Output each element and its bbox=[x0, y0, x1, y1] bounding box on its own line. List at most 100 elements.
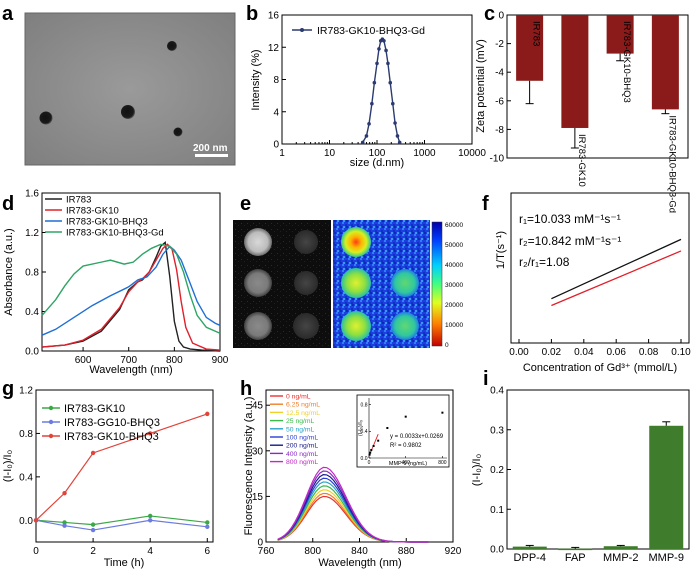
nanoparticle bbox=[167, 41, 177, 51]
absorbance-series-line bbox=[41, 243, 221, 334]
panel-c-letter: c bbox=[484, 3, 495, 25]
inset-x-tick-label: 800 bbox=[438, 460, 447, 466]
time-series-point bbox=[33, 518, 39, 523]
panel-a-letter: a bbox=[2, 3, 14, 25]
y-tick-label: 0.0 bbox=[25, 347, 39, 358]
colorbar bbox=[431, 221, 443, 347]
y-tick-label: 0 bbox=[273, 140, 279, 151]
x-axis-label: Time (h) bbox=[104, 557, 145, 569]
legend-label: 12.5 ng/mL bbox=[286, 410, 320, 417]
y-tick-label: 0 bbox=[498, 11, 504, 22]
y-tick-label: 0.0 bbox=[19, 516, 33, 527]
x-axis-label: size (d.nm) bbox=[350, 157, 404, 169]
x-tick-label: 0.02 bbox=[542, 347, 562, 358]
y-tick-label: -4 bbox=[495, 68, 504, 79]
x-tick-label: 600 bbox=[75, 355, 92, 366]
legend-label: 100 ng/mL bbox=[286, 435, 318, 442]
dls-point bbox=[388, 80, 393, 85]
pseudocolor-sample-spot bbox=[341, 227, 371, 257]
time-series-point bbox=[205, 411, 210, 417]
mri-sample-spot bbox=[244, 228, 272, 256]
dls-point bbox=[397, 140, 402, 145]
panel-e-letter: e bbox=[240, 193, 251, 215]
panel-i-letter: i bbox=[483, 368, 489, 390]
x-tick-label: 4 bbox=[147, 546, 153, 557]
y-tick-label: 0.8 bbox=[25, 268, 39, 279]
dls-point bbox=[377, 47, 381, 51]
panel-c: c 0 -2 -4 -6 -8 -10 IR783 IR783-GK10 IR783-GK10… bbox=[475, 3, 689, 213]
y-axis-label: 1/T(s⁻¹) bbox=[495, 231, 507, 269]
mri-sample-spot bbox=[293, 313, 319, 339]
y-axis-label: (I-I₀)/I₀ bbox=[2, 450, 14, 482]
panel-b: b 1 10 100 1000 10000 0 4 8 12 16 IR783-GK10-BHQ3… bbox=[246, 3, 486, 169]
x-tick-label: 920 bbox=[445, 546, 462, 557]
x-axis-label: Wavelength (nm) bbox=[89, 364, 172, 376]
fluorescence-spectrum-line bbox=[277, 470, 429, 543]
colorbar-tick-label: 10000 bbox=[445, 322, 463, 329]
panel-f-letter: f bbox=[482, 193, 489, 215]
time-series-point bbox=[90, 450, 96, 456]
inset-data-point bbox=[370, 449, 373, 451]
time-series-point bbox=[62, 490, 67, 496]
panel-g-plot-frame bbox=[35, 389, 214, 543]
inset-r2: R² = 0.9802 bbox=[390, 443, 422, 449]
x-tick-label: 0.06 bbox=[606, 347, 626, 358]
inset-y-label: (I-I₀)/I₀ bbox=[358, 420, 364, 436]
pseudocolor-sample-spot bbox=[341, 268, 371, 298]
zeta-bar bbox=[606, 15, 634, 54]
y-tick-label: 1.2 bbox=[19, 386, 33, 397]
time-series-line bbox=[35, 413, 208, 521]
legend-label: 6.25 ng/mL bbox=[286, 402, 320, 409]
inset-y-tick-label: 0.8 bbox=[361, 402, 368, 408]
dls-point bbox=[360, 140, 365, 145]
inset-data-point bbox=[372, 445, 375, 447]
dls-series-line bbox=[362, 38, 401, 143]
x-tick-label: 1 bbox=[279, 148, 285, 159]
inset-equation: y = 0.0033x+0.0269 bbox=[390, 434, 444, 440]
legend-marker bbox=[48, 419, 54, 425]
x-tick-label: 0.10 bbox=[671, 347, 691, 358]
category-label: IR783-GK10-BHQ3 bbox=[621, 21, 632, 103]
y-tick-label: 45 bbox=[252, 401, 264, 412]
colorbar-tick-label: 0 bbox=[445, 342, 449, 349]
colorbar-tick-label: 60000 bbox=[445, 222, 463, 229]
dls-point bbox=[386, 61, 390, 66]
pseudocolor-sample-spot bbox=[391, 269, 419, 297]
absorbance-series-line bbox=[41, 245, 221, 336]
y-tick-label: -10 bbox=[490, 154, 505, 165]
legend-label: 400 ng/mL bbox=[286, 451, 318, 458]
y-axis-label: Absorbance (a.u.) bbox=[3, 228, 15, 315]
inset-y-tick-label: 0.0 bbox=[361, 456, 368, 462]
ratio-annotation: r₂/r₁=1.08 bbox=[519, 255, 570, 269]
category-label: DPP-4 bbox=[514, 552, 546, 564]
inset-data-point bbox=[377, 439, 380, 442]
panel-f-plot-frame bbox=[510, 192, 690, 344]
y-tick-label: 8 bbox=[273, 75, 279, 86]
panel-g-letter: g bbox=[2, 378, 14, 400]
inset-y-tick-label: 0.4 bbox=[361, 429, 368, 435]
y-tick-label: 0.4 bbox=[25, 307, 39, 318]
panel-b-letter: b bbox=[246, 3, 258, 25]
colorbar-tick-label: 20000 bbox=[445, 302, 463, 309]
time-series-point bbox=[90, 522, 96, 527]
y-tick-label: 4 bbox=[273, 107, 279, 118]
panel-d-letter: d bbox=[2, 193, 14, 215]
legend-label: 800 ng/mL bbox=[286, 459, 318, 466]
inset-frame bbox=[356, 394, 450, 468]
y-tick-label: 30 bbox=[252, 446, 264, 457]
y-tick-label: 0.2 bbox=[490, 465, 504, 476]
panel-f: f 0.00 0.02 0.04 0.06 0.08 0.10 r₁=10.033 mM⁻… bbox=[482, 192, 691, 374]
selectivity-bar bbox=[512, 546, 547, 549]
legend-label: IR783 bbox=[66, 195, 91, 206]
legend-label: 200 ng/mL bbox=[286, 443, 318, 450]
y-tick-label: 16 bbox=[268, 11, 280, 22]
x-axis-label: Wavelength (nm) bbox=[318, 557, 401, 569]
time-series-point bbox=[205, 524, 210, 529]
zeta-bar bbox=[651, 15, 679, 110]
legend-marker bbox=[48, 433, 54, 439]
y-tick-label: 0.4 bbox=[490, 386, 504, 397]
dls-point bbox=[375, 61, 379, 66]
mri-sample-spot bbox=[244, 312, 272, 340]
